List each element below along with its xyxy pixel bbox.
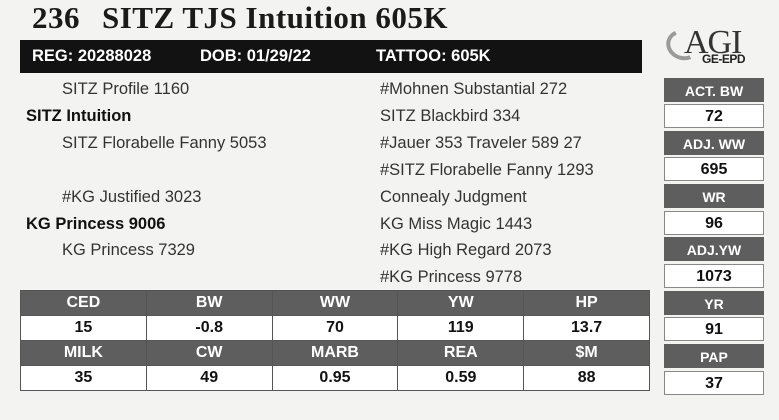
epd-table: CED BW WW YW HP 15 -0.8 70 119 13.7 MILK… [20,290,650,391]
pedigree-sdd: #SITZ Florabelle Fanny 1293 [380,161,594,179]
pedigree-dam: KG Princess 9006 [26,215,166,233]
epd-value: 0.95 [271,365,399,391]
yr-label: YR [664,291,764,315]
epd-value: 119 [397,315,525,341]
reg-number: REG: 20288028 [32,47,152,65]
adj-yw-label: ADJ.YW [664,237,764,261]
epd-value: 49 [145,365,273,391]
act-bw-label: ACT. BW [664,78,764,102]
epd-value: 15 [20,315,147,341]
pap-value: 37 [664,371,764,395]
animal-name: SITZ TJS Intuition 605K [102,0,449,35]
registration-bar: REG: 20288028 DOB: 01/29/22 TATTOO: 605K [20,40,642,73]
epd-value-row-2: 35 49 0.95 0.59 88 [20,365,650,391]
dob: DOB: 01/29/22 [200,47,311,65]
epd-header: CED [20,290,147,316]
yr-value: 91 [664,317,764,341]
lot-number: 236 [32,0,80,35]
adj-ww-label: ADJ. WW [664,131,764,155]
pedigree-dds: #KG High Regard 2073 [380,241,552,259]
pedigree-dss: Connealy Judgment [380,188,527,206]
agi-logo: AGI GE-EPD [661,22,762,70]
lot-title: 236 SITZ TJS Intuition 605K [32,0,448,36]
wr-value: 96 [664,211,764,235]
pedigree-sss: #Mohnen Substantial 272 [380,80,568,98]
epd-value-row-1: 15 -0.8 70 119 13.7 [20,315,650,341]
pedigree-dam-dam: KG Princess 7329 [62,241,195,259]
epd-header: HP [523,290,650,316]
epd-value: 13.7 [523,315,650,341]
epd-header-row-2: MILK CW MARB REA $M [20,340,650,366]
epd-value: 0.59 [397,365,525,391]
pedigree-sire-dam: SITZ Florabelle Fanny 5053 [62,134,267,152]
act-bw-value: 72 [664,104,764,128]
wr-label: WR [664,184,764,208]
pedigree-sire-sire: SITZ Profile 1160 [62,80,190,98]
tattoo: TATTOO: 605K [376,47,491,65]
pedigree-ddd: #KG Princess 9778 [380,268,523,286]
logo-brand: AGI [684,24,742,61]
epd-value: 35 [20,365,147,391]
epd-header: WW [271,290,399,316]
epd-header: BW [145,290,273,316]
adj-ww-value: 695 [664,157,764,181]
pedigree-dam-sire: #KG Justified 3023 [62,188,202,206]
epd-header: MARB [271,340,399,366]
epd-header: MILK [20,340,147,366]
epd-header: $M [523,340,650,366]
pap-label: PAP [664,344,764,368]
epd-value: -0.8 [145,315,273,341]
pedigree-sire: SITZ Intuition [26,107,132,125]
pedigree-sds: #Jauer 353 Traveler 589 27 [380,134,582,152]
epd-header: REA [397,340,525,366]
pedigree-dsd: KG Miss Magic 1443 [380,215,533,233]
pedigree-ssd: SITZ Blackbird 334 [380,107,521,125]
epd-header-row-1: CED BW WW YW HP [20,290,650,316]
epd-header: YW [397,290,525,316]
epd-value: 70 [271,315,399,341]
epd-header: CW [145,340,273,366]
adj-yw-value: 1073 [664,264,764,288]
logo-sub: GE-EPD [702,52,746,66]
epd-value: 88 [523,365,650,391]
